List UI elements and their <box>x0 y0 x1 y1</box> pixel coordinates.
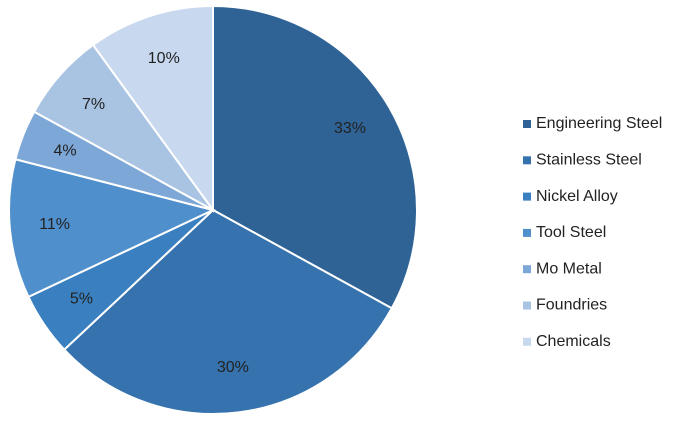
legend-swatch <box>523 337 531 346</box>
legend-item: Chemicals <box>523 333 611 350</box>
legend-swatch <box>523 192 531 201</box>
legend-label: Foundries <box>536 297 607 314</box>
slice-value-label: 5% <box>70 291 93 308</box>
legend-item: Stainless Steel <box>523 152 642 169</box>
legend-swatch <box>523 265 531 274</box>
legend-label: Engineering Steel <box>536 115 662 132</box>
pie-slice-tool-steel <box>8 158 216 299</box>
slice-value-label: 4% <box>54 143 77 160</box>
pie-value-labels: 33% 30% 5% 11% 4% 7% 10% <box>39 50 366 376</box>
legend-swatch <box>523 156 531 165</box>
legend-item: Mo Metal <box>523 260 602 277</box>
legend: Engineering Steel Stainless Steel Nickel A… <box>523 115 662 350</box>
legend-item: Nickel Alloy <box>523 188 618 205</box>
legend-item: Engineering Steel <box>523 115 662 132</box>
legend-label: Nickel Alloy <box>536 188 618 205</box>
pie-slices <box>8 4 418 415</box>
slice-value-label: 7% <box>82 96 105 113</box>
slice-value-label: 33% <box>334 120 366 137</box>
slice-value-label: 10% <box>148 50 180 67</box>
legend-item: Tool Steel <box>523 224 606 241</box>
pie-slice-stainless-steel <box>62 208 394 415</box>
legend-label: Chemicals <box>536 333 611 350</box>
legend-swatch <box>523 120 531 128</box>
legend-label: Mo Metal <box>536 260 602 277</box>
legend-swatch <box>523 228 531 237</box>
legend-swatch <box>523 301 531 310</box>
pie-slice-engineering-steel <box>212 4 418 310</box>
legend-item: Foundries <box>523 297 607 314</box>
pie-slice-chemicals <box>91 4 214 214</box>
slice-value-label: 30% <box>217 359 249 376</box>
slice-value-label: 11% <box>39 216 70 233</box>
legend-label: Tool Steel <box>536 224 606 241</box>
legend-label: Stainless Steel <box>536 152 642 169</box>
